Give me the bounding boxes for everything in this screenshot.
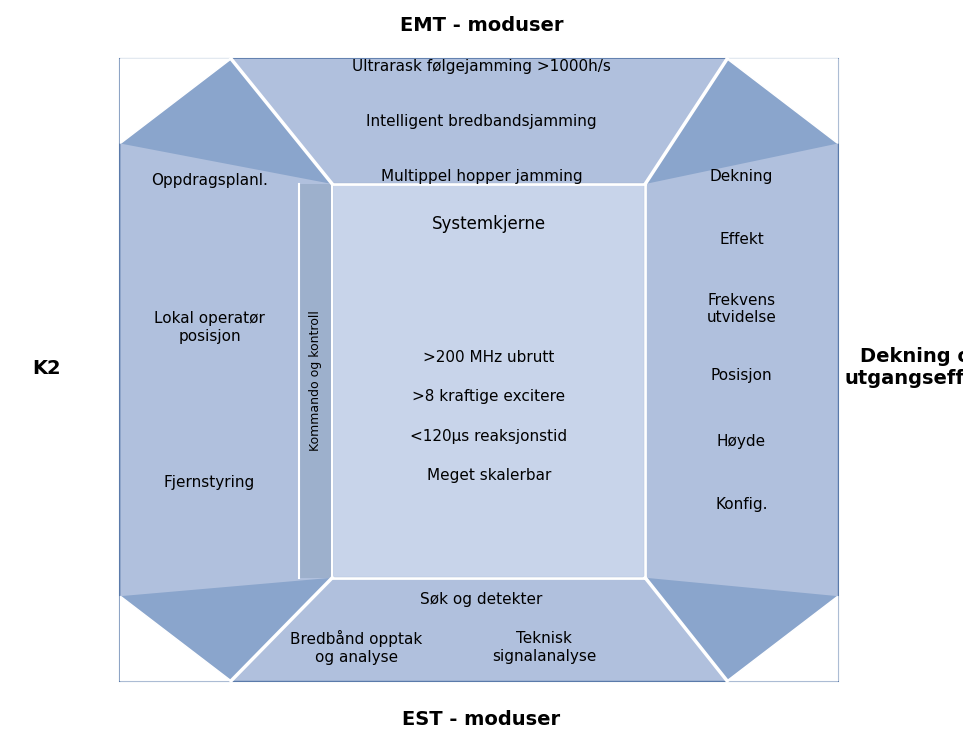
Text: Meget skalerbar: Meget skalerbar — [427, 468, 551, 483]
Text: EST - moduser: EST - moduser — [403, 710, 560, 729]
Polygon shape — [120, 144, 332, 596]
FancyBboxPatch shape — [299, 184, 332, 578]
Text: Dekning og
utgangseffekt: Dekning og utgangseffekt — [845, 347, 963, 389]
Text: EMT - moduser: EMT - moduser — [400, 16, 563, 35]
Text: Intelligent bredbandsjamming: Intelligent bredbandsjamming — [366, 114, 597, 129]
Text: Lokal operatør
posisjon: Lokal operatør posisjon — [154, 311, 265, 344]
Text: Systemkjerne: Systemkjerne — [431, 216, 546, 233]
Text: Kommando og kontroll: Kommando og kontroll — [309, 311, 322, 451]
Text: K2: K2 — [32, 358, 61, 378]
FancyBboxPatch shape — [120, 59, 838, 681]
Polygon shape — [727, 59, 838, 144]
Text: Konfig.: Konfig. — [716, 497, 768, 512]
Text: Oppdragsplanl.: Oppdragsplanl. — [151, 173, 268, 188]
Text: Frekvens
utvidelse: Frekvens utvidelse — [707, 293, 776, 325]
Text: >200 MHz ubrutt: >200 MHz ubrutt — [423, 350, 555, 365]
Text: Fjernstyring: Fjernstyring — [164, 475, 255, 489]
Text: Posisjon: Posisjon — [711, 368, 772, 383]
Text: Høyde: Høyde — [716, 434, 767, 449]
Polygon shape — [231, 59, 727, 184]
Polygon shape — [120, 59, 231, 144]
Text: Søk og detekter: Søk og detekter — [420, 592, 543, 607]
Polygon shape — [231, 578, 727, 681]
FancyBboxPatch shape — [332, 184, 645, 578]
Text: Effekt: Effekt — [719, 232, 764, 247]
Text: Ultrarask følgejamming >1000h/s: Ultrarask følgejamming >1000h/s — [352, 59, 611, 74]
Polygon shape — [120, 596, 231, 681]
Text: >8 kraftige excitere: >8 kraftige excitere — [412, 389, 565, 404]
Polygon shape — [727, 596, 838, 681]
Text: <120μs reaksjonstid: <120μs reaksjonstid — [410, 428, 567, 444]
Text: Bredbånd opptak
og analyse: Bredbånd opptak og analyse — [290, 631, 423, 665]
Text: Multippel hopper jamming: Multippel hopper jamming — [380, 169, 583, 184]
Text: Dekning: Dekning — [710, 169, 773, 184]
Text: Teknisk
signalanalyse: Teknisk signalanalyse — [492, 631, 596, 664]
Polygon shape — [645, 144, 838, 596]
